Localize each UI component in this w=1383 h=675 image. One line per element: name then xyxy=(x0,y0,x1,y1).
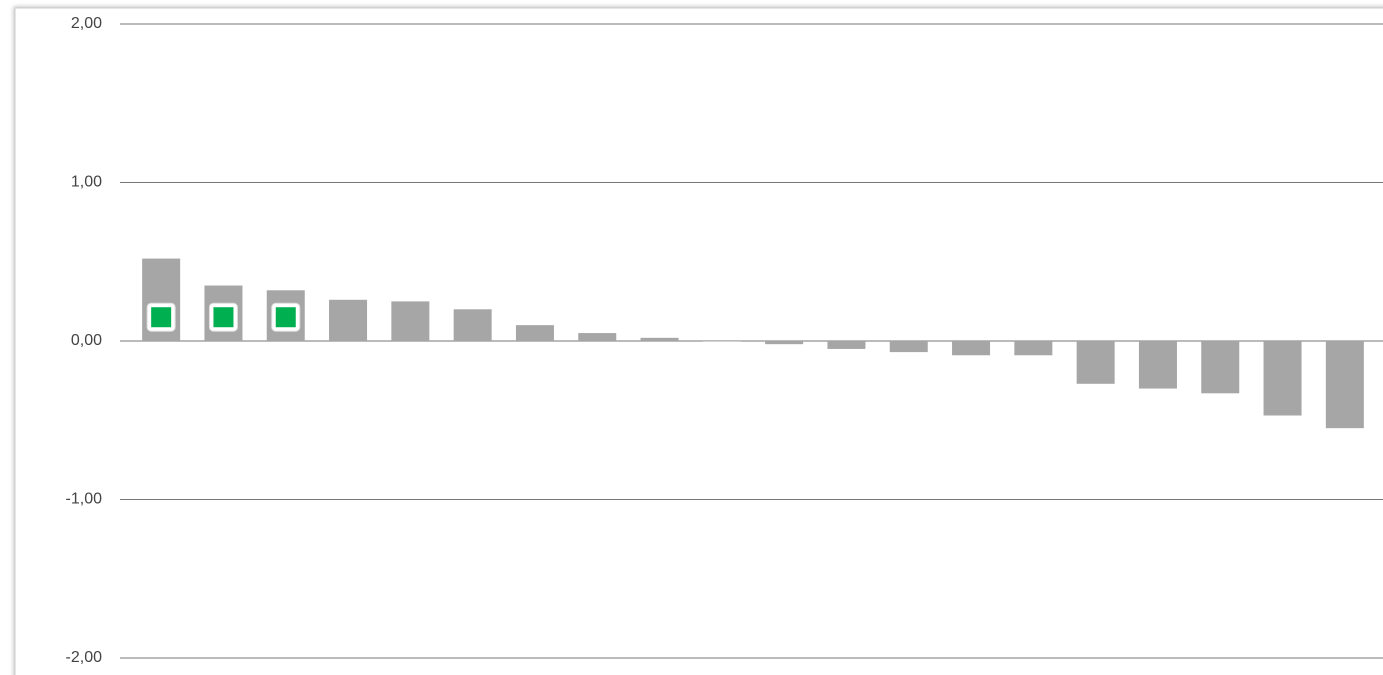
bar xyxy=(1325,341,1364,429)
y-tick-label: 2,00 xyxy=(71,15,102,32)
bar xyxy=(515,325,554,341)
marker-fill xyxy=(275,307,296,328)
y-tick-label: 0,00 xyxy=(71,332,102,349)
bar xyxy=(453,309,492,341)
marker xyxy=(208,302,238,332)
bar xyxy=(952,341,991,356)
y-tick-label: -2,00 xyxy=(66,649,103,666)
y-tick-label: -1,00 xyxy=(66,491,103,508)
marker xyxy=(271,302,301,332)
bar xyxy=(1014,341,1053,356)
bar xyxy=(640,337,679,341)
bar xyxy=(827,341,866,349)
bar xyxy=(578,333,617,341)
marker xyxy=(146,302,176,332)
bar xyxy=(702,341,741,342)
marker-fill xyxy=(151,307,172,328)
bar xyxy=(765,341,804,345)
bar xyxy=(1076,341,1115,384)
bar xyxy=(1201,341,1240,394)
bar xyxy=(1263,341,1302,416)
y-tick-label: 1,00 xyxy=(71,174,102,191)
bar xyxy=(329,299,368,341)
bar xyxy=(391,301,430,341)
bar xyxy=(1138,341,1177,389)
bar xyxy=(889,341,928,353)
marker-fill xyxy=(213,307,234,328)
